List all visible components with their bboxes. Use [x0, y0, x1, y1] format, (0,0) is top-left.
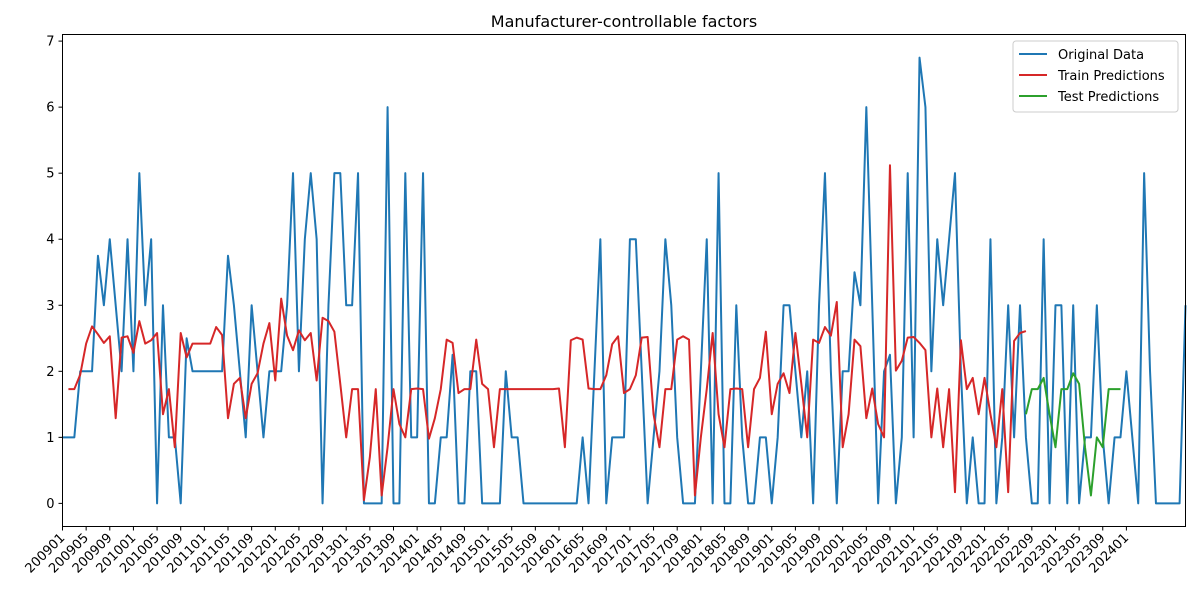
legend-label: Original Data: [1058, 48, 1144, 63]
legend-label: Test Predictions: [1057, 90, 1159, 105]
series-line-2: [68, 164, 1027, 502]
y-tick-label: 5: [46, 167, 54, 182]
y-axis: 0 1 2 3 4 5 6 7: [46, 35, 63, 512]
y-tick-label: 7: [46, 35, 54, 50]
legend: Original Data Train Predictions Test Predi…: [1012, 40, 1179, 113]
legend-label: Train Predictions: [1057, 69, 1165, 84]
series-line-1: [62, 56, 1187, 505]
y-tick-label: 4: [46, 233, 54, 248]
y-tick-label: 6: [46, 101, 54, 116]
series-layer: [62, 56, 1187, 505]
y-tick-label: 3: [46, 299, 54, 314]
y-tick-label: 0: [46, 497, 54, 512]
legend-box: [1012, 40, 1179, 113]
x-axis: 2009012009052009092010012010052010092011…: [23, 526, 1132, 576]
series-line-3: [1024, 372, 1121, 497]
plot-frame: [62, 34, 1186, 527]
y-tick-label: 1: [46, 431, 54, 446]
y-tick-label: 2: [46, 365, 54, 380]
chart-title: Manufacturer-controllable factors: [491, 12, 757, 31]
